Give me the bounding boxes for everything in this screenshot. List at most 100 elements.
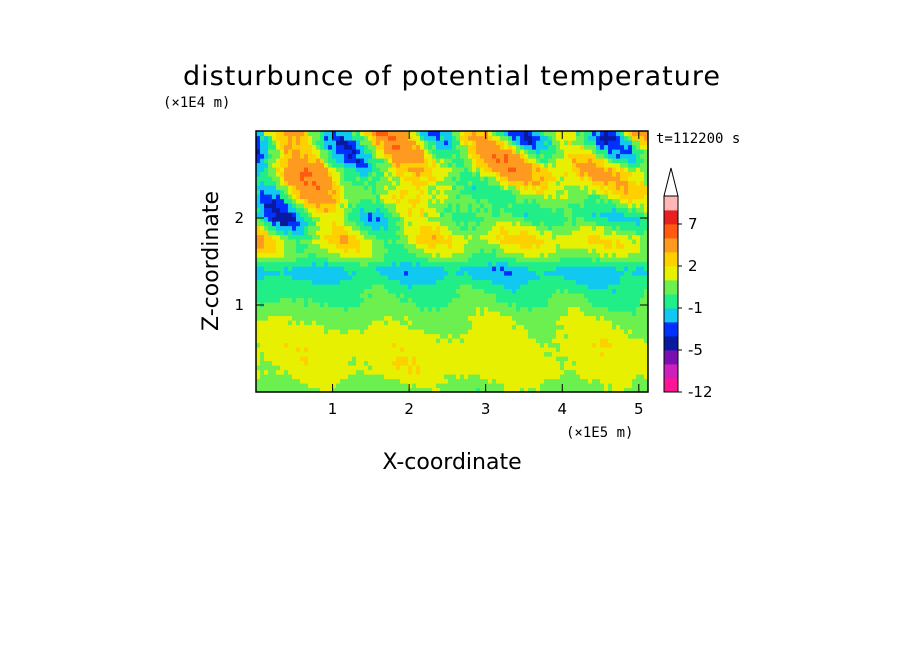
heatmap-cell (400, 275, 405, 281)
heatmap-cell (588, 351, 593, 357)
heatmap-cell (444, 239, 449, 245)
heatmap-cell (348, 378, 353, 384)
heatmap-cell (492, 189, 497, 195)
heatmap-cell (460, 284, 465, 290)
heatmap-cell (588, 279, 593, 285)
heatmap-cell (384, 306, 389, 312)
heatmap-cell (452, 221, 457, 227)
heatmap-cell (548, 275, 553, 281)
heatmap-cell (516, 252, 521, 258)
heatmap-cell (596, 234, 601, 240)
heatmap-cell (436, 329, 441, 335)
heatmap-cell (272, 266, 277, 272)
heatmap-cell (416, 356, 421, 362)
heatmap-cell (536, 306, 541, 312)
heatmap-cell (288, 311, 293, 317)
heatmap-cell (420, 387, 425, 392)
heatmap-cell (504, 167, 509, 173)
heatmap-cell (308, 320, 313, 326)
heatmap-cell (404, 297, 409, 303)
heatmap-cell (412, 257, 417, 263)
heatmap-cell (620, 374, 625, 380)
heatmap-cell (560, 162, 565, 168)
heatmap-cell (276, 347, 281, 353)
heatmap-cell (612, 387, 617, 392)
heatmap-cell (456, 257, 461, 263)
heatmap-cell (432, 306, 437, 312)
heatmap-cell (276, 315, 281, 321)
heatmap-cell (384, 203, 389, 209)
heatmap-cell (336, 293, 341, 299)
heatmap-cell (376, 185, 381, 191)
heatmap-cell (552, 239, 557, 245)
heatmap-cell (320, 342, 325, 348)
heatmap-cell (544, 284, 549, 290)
heatmap-cell (584, 360, 589, 366)
heatmap-cell (556, 234, 561, 240)
heatmap-cell (476, 162, 481, 168)
heatmap-cell (424, 297, 429, 303)
heatmap-cell (580, 293, 585, 299)
heatmap-cell (452, 230, 457, 236)
heatmap-cell (516, 288, 521, 294)
heatmap-cell (612, 338, 617, 344)
heatmap-cell (364, 261, 369, 267)
heatmap-cell (444, 360, 449, 366)
heatmap-cell (628, 351, 633, 357)
heatmap-cell (348, 275, 353, 281)
heatmap-cell (464, 189, 469, 195)
heatmap-cell (448, 194, 453, 200)
heatmap-cell (528, 212, 533, 218)
heatmap-cell (480, 284, 485, 290)
heatmap-cell (456, 383, 461, 389)
heatmap-cell (420, 275, 425, 281)
heatmap-cell (452, 198, 457, 204)
heatmap-cell (324, 203, 329, 209)
heatmap-cell (644, 315, 648, 321)
heatmap-cell (464, 306, 469, 312)
heatmap-cell (356, 216, 361, 222)
heatmap-cell (644, 225, 648, 231)
heatmap-cell (584, 297, 589, 303)
heatmap-cell (452, 180, 457, 186)
heatmap-cell (408, 185, 413, 191)
heatmap-cell (384, 297, 389, 303)
heatmap-cell (408, 320, 413, 326)
heatmap-cell (596, 176, 601, 182)
heatmap-cell (320, 162, 325, 168)
heatmap-cell (536, 275, 541, 281)
heatmap-cell (496, 324, 501, 330)
heatmap-cell (316, 374, 321, 380)
heatmap-cell (496, 239, 501, 245)
heatmap-cell (416, 288, 421, 294)
heatmap-cell (520, 261, 525, 267)
heatmap-cell (620, 360, 625, 366)
heatmap-cell (276, 162, 281, 168)
heatmap-cell (616, 212, 621, 218)
heatmap-cell (420, 315, 425, 321)
heatmap-cell (400, 365, 405, 371)
heatmap-cell (452, 225, 457, 231)
heatmap-cell (624, 207, 629, 213)
heatmap-cell (500, 387, 505, 392)
heatmap-cell (508, 279, 513, 285)
heatmap-cell (492, 198, 497, 204)
heatmap-cell (384, 315, 389, 321)
heatmap-cell (604, 203, 609, 209)
heatmap-cell (620, 302, 625, 308)
heatmap-cell (416, 333, 421, 339)
heatmap-cell (448, 176, 453, 182)
heatmap-cell (312, 347, 317, 353)
heatmap-cell (616, 180, 621, 186)
heatmap-cell (564, 378, 569, 384)
heatmap-cell (492, 167, 497, 173)
heatmap-cell (460, 176, 465, 182)
heatmap-cell (520, 351, 525, 357)
heatmap-cell (528, 293, 533, 299)
heatmap-cell (304, 230, 309, 236)
heatmap-cell (272, 176, 277, 182)
heatmap-cell (376, 356, 381, 362)
heatmap-cell (508, 248, 513, 254)
heatmap-cell (312, 243, 317, 249)
